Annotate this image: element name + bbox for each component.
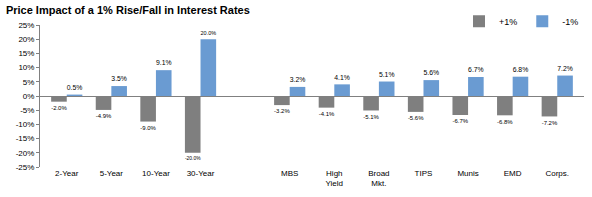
svg-text:5-Year: 5-Year xyxy=(100,169,124,178)
svg-text:Price Impact of a 1% Rise/Fall: Price Impact of a 1% Rise/Fall in Intere… xyxy=(6,4,250,16)
svg-text:5%: 5% xyxy=(23,78,35,87)
svg-text:-9.0%: -9.0% xyxy=(140,125,156,131)
svg-text:3.5%: 3.5% xyxy=(111,75,127,82)
svg-text:HighYield: HighYield xyxy=(326,169,344,188)
svg-text:10-Year: 10-Year xyxy=(142,169,170,178)
svg-text:-10%: -10% xyxy=(16,120,35,129)
svg-text:-7.2%: -7.2% xyxy=(542,120,558,126)
svg-text:2-Year: 2-Year xyxy=(55,169,79,178)
svg-text:-25%: -25% xyxy=(16,163,35,172)
svg-text:10%: 10% xyxy=(18,63,34,72)
svg-text:EMD: EMD xyxy=(504,169,522,178)
svg-text:-5%: -5% xyxy=(20,106,34,115)
svg-text:20%: 20% xyxy=(18,35,34,44)
svg-text:-15%: -15% xyxy=(16,134,35,143)
svg-text:-5.6%: -5.6% xyxy=(408,115,424,121)
svg-text:-4.9%: -4.9% xyxy=(96,113,112,119)
svg-text:-20%: -20% xyxy=(16,149,35,158)
svg-text:6.7%: 6.7% xyxy=(468,66,484,73)
svg-text:-2.0%: -2.0% xyxy=(51,105,67,111)
svg-text:-4.1%: -4.1% xyxy=(319,111,335,117)
svg-text:+1%: +1% xyxy=(499,17,517,27)
svg-text:Corps.: Corps. xyxy=(545,169,569,178)
svg-text:0.5%: 0.5% xyxy=(67,84,83,91)
svg-text:0%: 0% xyxy=(23,92,35,101)
svg-text:5.6%: 5.6% xyxy=(423,69,439,76)
svg-text:-3.2%: -3.2% xyxy=(274,108,290,114)
svg-text:3.2%: 3.2% xyxy=(290,76,306,83)
svg-text:-20.0%: -20.0% xyxy=(185,156,201,161)
svg-text:25%: 25% xyxy=(18,21,34,30)
svg-text:15%: 15% xyxy=(18,49,34,58)
svg-text:MBS: MBS xyxy=(281,169,298,178)
svg-text:30-Year: 30-Year xyxy=(187,169,215,178)
svg-text:TIPS: TIPS xyxy=(415,169,433,178)
svg-text:-5.1%: -5.1% xyxy=(363,114,379,120)
svg-text:7.2%: 7.2% xyxy=(557,65,573,72)
svg-text:-6.7%: -6.7% xyxy=(452,118,468,124)
svg-text:6.8%: 6.8% xyxy=(513,66,529,73)
svg-text:-6.8%: -6.8% xyxy=(497,119,513,125)
svg-text:20.0%: 20.0% xyxy=(201,30,217,36)
svg-text:4.1%: 4.1% xyxy=(334,74,350,81)
svg-text:9.1%: 9.1% xyxy=(156,59,172,66)
svg-text:Munis: Munis xyxy=(457,169,478,178)
svg-text:BroadMkt.: BroadMkt. xyxy=(368,169,389,188)
svg-text:-1%: -1% xyxy=(562,17,578,27)
svg-text:5.1%: 5.1% xyxy=(379,71,395,78)
